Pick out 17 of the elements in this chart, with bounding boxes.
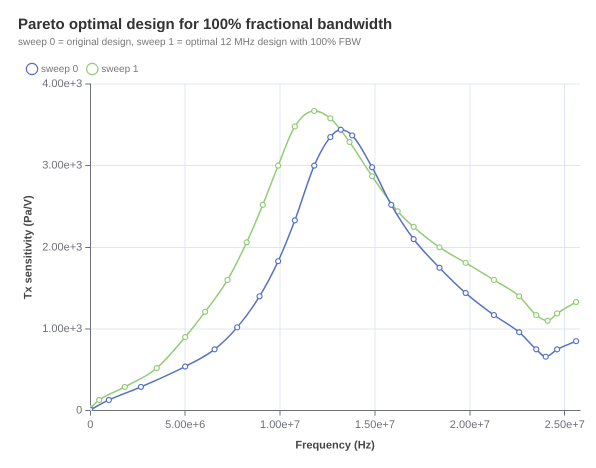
chart-subtitle: sweep 0 = original design, sweep 1 = optimal 12 MHz design with 100% FBW: [18, 36, 362, 48]
x-tick-label: 2.00e+7: [450, 419, 490, 432]
y-tick-label: 0: [76, 404, 82, 417]
y-axis-title: Tx sensitivity (Pa/V): [22, 195, 35, 300]
legend-label: sweep 0: [41, 64, 79, 75]
x-tick-label: 1.50e+7: [354, 419, 395, 432]
chart-title: Pareto optimal design for 100% fractional bandwidth: [18, 16, 392, 34]
legend-label: sweep 1: [101, 64, 139, 75]
x-tick-label: 5.00e+6: [165, 419, 206, 432]
y-tick-label: 3.00e+3: [42, 160, 82, 172]
y-tick-label: 4.00e+3: [42, 78, 82, 90]
x-tick-label: 0: [87, 419, 94, 432]
y-tick-label: 2.00e+3: [42, 241, 82, 254]
x-axis-title: Frequency (Hz): [295, 439, 376, 452]
x-tick-label: 1.00e+7: [260, 419, 300, 432]
x-tick-label: 2.50e+7: [544, 419, 585, 432]
y-tick-label: 1.00e+3: [42, 322, 82, 335]
